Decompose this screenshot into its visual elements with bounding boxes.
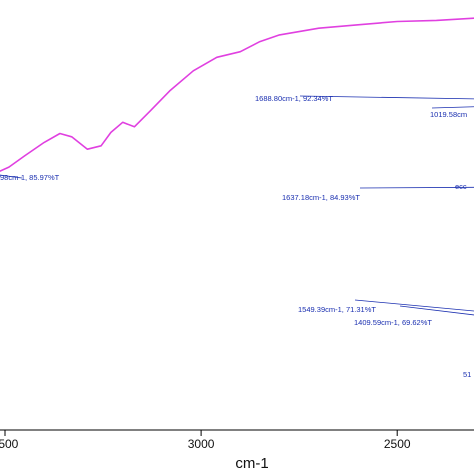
annotation-leader [359, 186, 474, 189]
annotation-leader [431, 106, 474, 109]
annotation-label: 1637.18cm-1, 84.93%T [282, 193, 360, 202]
spectrum-line [0, 17, 474, 172]
annotation-label: 51 [463, 370, 471, 379]
peak-annotations: 98cm-1, 85.97%T 1688.80cm-1, 92.34%T 163… [0, 94, 474, 379]
annotation-label: 1409.59cm-1, 69.62%T [354, 318, 432, 327]
annotation-leader [0, 174, 23, 179]
annotation-label: 1688.80cm-1, 92.34%T [255, 94, 333, 103]
annotation-label: ecc [455, 182, 467, 191]
x-tick-label: 2500 [384, 437, 411, 451]
annotation-leader [354, 299, 474, 312]
annotation-label: 98cm-1, 85.97%T [0, 173, 60, 182]
plot-area [0, 17, 474, 172]
x-tick-label: 3000 [188, 437, 215, 451]
annotation-label: 1019.58cm [430, 110, 467, 119]
annotation-leader [299, 95, 474, 100]
x-axis-label: cm-1 [235, 455, 268, 472]
x-tick-label: 3500 [0, 437, 19, 451]
annotation-label: 1549.39cm-1, 71.31%T [298, 305, 376, 314]
annotation-leader [399, 305, 474, 316]
